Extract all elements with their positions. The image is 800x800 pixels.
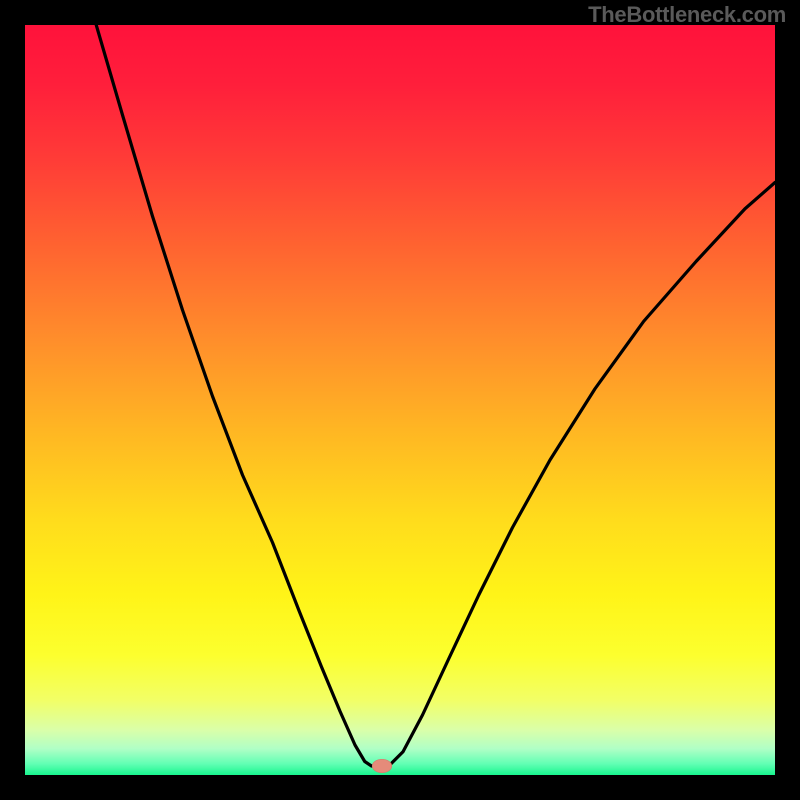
watermark-text: TheBottleneck.com — [588, 2, 786, 28]
curve-layer — [25, 25, 775, 775]
minimum-marker — [372, 759, 391, 773]
plot-area — [25, 25, 775, 775]
bottleneck-curve — [96, 25, 775, 766]
